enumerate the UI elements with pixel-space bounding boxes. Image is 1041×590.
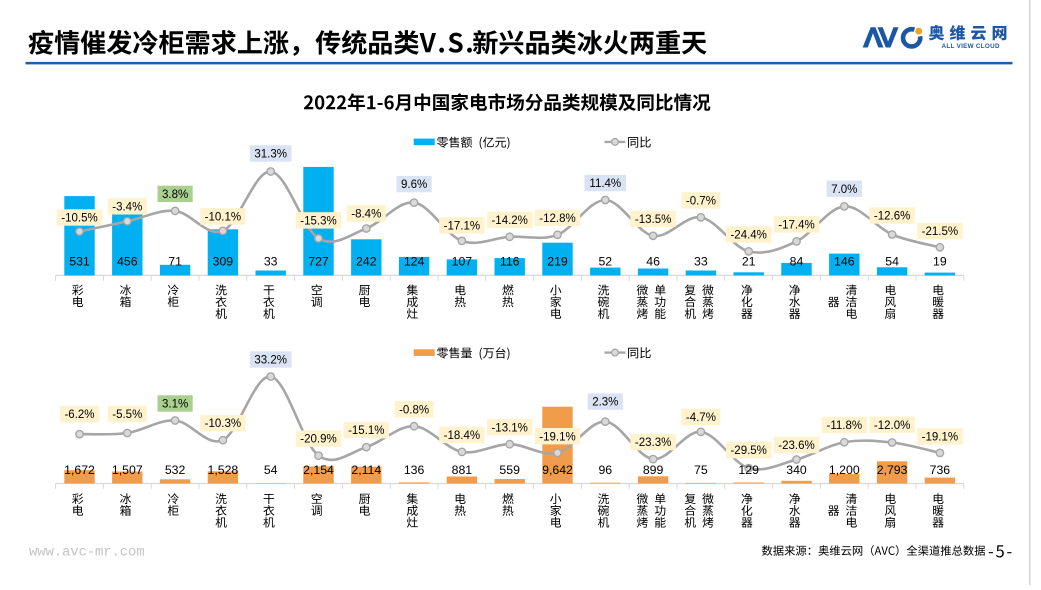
svg-text:-20.9%: -20.9% [300, 434, 336, 446]
svg-text:-6.2%: -6.2% [64, 409, 94, 421]
svg-text:ALL VIEW CLOUD: ALL VIEW CLOUD [942, 43, 1000, 50]
svg-text:9.6%: 9.6% [401, 179, 427, 191]
svg-text:-19.1%: -19.1% [922, 432, 958, 444]
svg-text:532: 532 [165, 463, 186, 477]
svg-text:31.3%: 31.3% [254, 149, 287, 161]
svg-text:84: 84 [790, 254, 804, 268]
svg-text:-0.8%: -0.8% [399, 404, 429, 416]
svg-text:242: 242 [356, 254, 377, 268]
svg-text:2,114: 2,114 [351, 463, 381, 477]
svg-text:-15.3%: -15.3% [300, 216, 336, 228]
svg-text:-29.5%: -29.5% [730, 445, 766, 457]
svg-text:9,642: 9,642 [542, 463, 573, 477]
svg-text:33: 33 [694, 254, 708, 268]
svg-text:-10.1%: -10.1% [205, 212, 241, 224]
svg-text:-12.0%: -12.0% [874, 420, 910, 432]
svg-text:-4.7%: -4.7% [686, 412, 716, 424]
svg-text:456: 456 [117, 254, 138, 268]
svg-text:736: 736 [930, 463, 951, 477]
svg-text:www.avc-mr.com: www.avc-mr.com [29, 545, 145, 561]
svg-text:146: 146 [834, 254, 855, 268]
svg-text:11.4%: 11.4% [589, 178, 621, 190]
svg-text:-0.7%: -0.7% [686, 196, 716, 208]
svg-text:21: 21 [742, 254, 756, 268]
svg-text:33.2%: 33.2% [254, 355, 287, 367]
svg-text:-11.8%: -11.8% [827, 420, 863, 432]
svg-text:559: 559 [499, 463, 520, 477]
svg-text:136: 136 [404, 463, 425, 477]
svg-text:-19.1%: -19.1% [539, 431, 575, 443]
svg-text:52: 52 [598, 254, 612, 268]
svg-text:46: 46 [646, 254, 660, 268]
svg-text:19: 19 [933, 254, 947, 268]
svg-text:71: 71 [168, 254, 182, 268]
svg-text:1,200: 1,200 [829, 463, 860, 477]
svg-text:-10.3%: -10.3% [205, 418, 241, 430]
svg-text:881: 881 [452, 463, 473, 477]
svg-text:-12.6%: -12.6% [874, 211, 910, 223]
svg-text:129: 129 [738, 463, 759, 477]
svg-text:899: 899 [643, 463, 664, 477]
svg-text:54: 54 [264, 463, 278, 477]
svg-text:2.3%: 2.3% [592, 397, 618, 409]
svg-text:-17.1%: -17.1% [444, 221, 480, 233]
svg-text:309: 309 [213, 254, 234, 268]
svg-text:-21.5%: -21.5% [922, 226, 958, 238]
svg-text:2,154: 2,154 [303, 463, 334, 477]
svg-text:-13.1%: -13.1% [491, 422, 527, 434]
svg-text:3.8%: 3.8% [162, 189, 188, 201]
svg-text:-12.8%: -12.8% [539, 213, 575, 225]
svg-text:-3.4%: -3.4% [112, 201, 142, 213]
svg-text:-14.2%: -14.2% [491, 215, 527, 227]
svg-text:116: 116 [500, 254, 520, 268]
svg-text:727: 727 [308, 254, 329, 268]
svg-text:-15.1%: -15.1% [348, 425, 384, 437]
svg-text:75: 75 [694, 463, 708, 477]
svg-text:-23.3%: -23.3% [635, 437, 671, 449]
svg-text:1,672: 1,672 [64, 463, 95, 477]
svg-text:-10.5%: -10.5% [61, 213, 97, 225]
svg-text:-8.4%: -8.4% [351, 209, 381, 221]
svg-text:1,507: 1,507 [112, 463, 143, 477]
svg-text:-5.5%: -5.5% [112, 409, 142, 421]
svg-text:1,528: 1,528 [208, 463, 239, 477]
svg-text:54: 54 [885, 254, 899, 268]
svg-text:124: 124 [404, 254, 425, 268]
svg-text:3.1%: 3.1% [162, 399, 188, 411]
svg-text:107: 107 [452, 254, 473, 268]
svg-text:-23.6%: -23.6% [778, 440, 814, 452]
svg-text:2,793: 2,793 [877, 463, 908, 477]
svg-text:219: 219 [547, 254, 568, 268]
svg-text:531: 531 [69, 254, 90, 268]
svg-text:-24.4%: -24.4% [730, 230, 766, 242]
svg-text:33: 33 [264, 254, 278, 268]
svg-text:-18.4%: -18.4% [444, 430, 480, 442]
svg-text:-13.5%: -13.5% [635, 214, 671, 226]
svg-text:-17.4%: -17.4% [778, 220, 814, 232]
svg-text:340: 340 [786, 463, 807, 477]
svg-text:7.0%: 7.0% [831, 184, 857, 196]
svg-text:96: 96 [598, 463, 612, 477]
